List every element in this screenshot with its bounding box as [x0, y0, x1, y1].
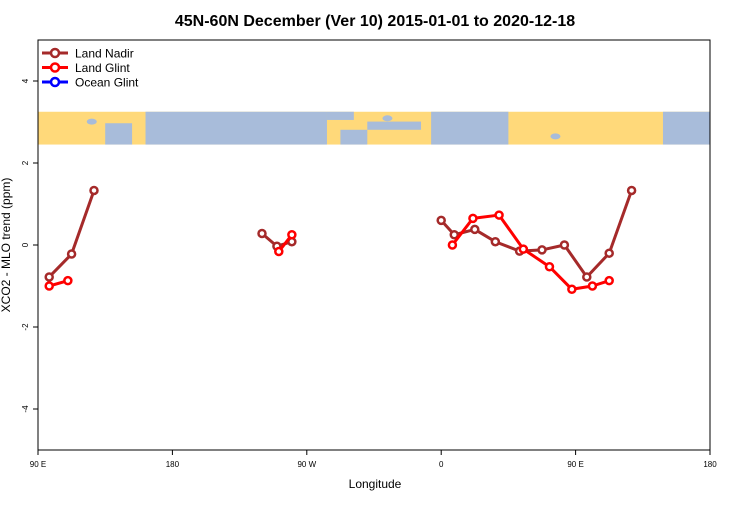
data-point	[44, 281, 54, 291]
map-water-feature	[684, 136, 695, 143]
map-water-feature	[86, 118, 97, 125]
data-point	[470, 224, 480, 235]
x-axis: 90 E 180 90 W 0 90 E 180	[30, 450, 717, 469]
legend-marker	[49, 62, 61, 73]
x-tick-label: 180	[703, 460, 717, 469]
data-point	[287, 230, 297, 240]
data-point	[449, 230, 460, 240]
y-tick-label: -2	[21, 323, 30, 331]
data-point	[468, 213, 478, 224]
map-ocean-region	[367, 121, 422, 130]
x-tick-label: 0	[439, 460, 444, 469]
map-ocean-region	[340, 129, 368, 145]
y-tick-label: 2	[21, 160, 30, 165]
data-point	[567, 284, 577, 295]
chart-title: 45N-60N December (Ver 10) 2015-01-01 to …	[175, 13, 575, 30]
data-point	[490, 236, 501, 247]
map-water-feature	[550, 133, 561, 140]
data-point	[559, 240, 570, 250]
data-point	[604, 248, 614, 258]
data-point	[257, 228, 267, 239]
x-tick-label: 180	[166, 460, 180, 469]
map-ocean-region	[145, 111, 327, 145]
data-point	[44, 272, 54, 282]
data-point	[587, 281, 598, 291]
legend-label: Land Glint	[75, 61, 130, 75]
map-ocean-region	[105, 123, 133, 145]
data-point	[537, 245, 547, 255]
world-map-strip	[38, 111, 710, 145]
y-axis: -4 -2 0 2 4	[21, 78, 38, 413]
series-layer	[44, 185, 637, 295]
data-point	[582, 272, 592, 282]
plot-frame	[37, 39, 711, 451]
legend-label: Ocean Glint	[75, 76, 139, 90]
data-point	[447, 240, 458, 250]
data-point	[274, 246, 284, 257]
y-axis-label: XCO2 - MLO trend (ppm)	[0, 178, 13, 313]
data-point	[436, 215, 446, 226]
data-point	[544, 261, 555, 272]
data-point	[63, 275, 73, 286]
data-point	[66, 249, 77, 259]
legend-marker	[49, 76, 61, 88]
x-tick-label: 90 E	[567, 460, 583, 469]
map-water-feature	[476, 130, 487, 137]
y-tick-label: -4	[21, 405, 30, 413]
series-line	[440, 189, 634, 279]
x-axis-label: Longitude	[349, 477, 402, 491]
x-tick-label: 90 E	[30, 460, 46, 469]
series-line	[48, 189, 96, 279]
legend-marker	[49, 47, 61, 59]
x-tick-label: 90 W	[297, 460, 316, 469]
data-point	[604, 275, 614, 286]
data-point	[518, 244, 529, 254]
data-point	[626, 185, 637, 196]
data-point	[494, 210, 504, 220]
y-tick-label: 0	[21, 242, 30, 247]
y-tick-label: 4	[21, 78, 30, 83]
map-water-feature	[382, 115, 393, 122]
map-ocean-region	[431, 111, 509, 145]
legend-label: Land Nadir	[75, 47, 134, 61]
map-ocean-region	[326, 111, 354, 120]
data-point	[89, 185, 99, 196]
